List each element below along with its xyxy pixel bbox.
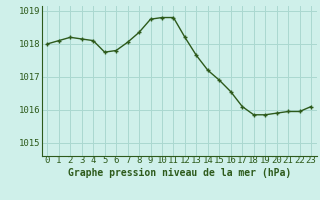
X-axis label: Graphe pression niveau de la mer (hPa): Graphe pression niveau de la mer (hPa) xyxy=(68,168,291,178)
